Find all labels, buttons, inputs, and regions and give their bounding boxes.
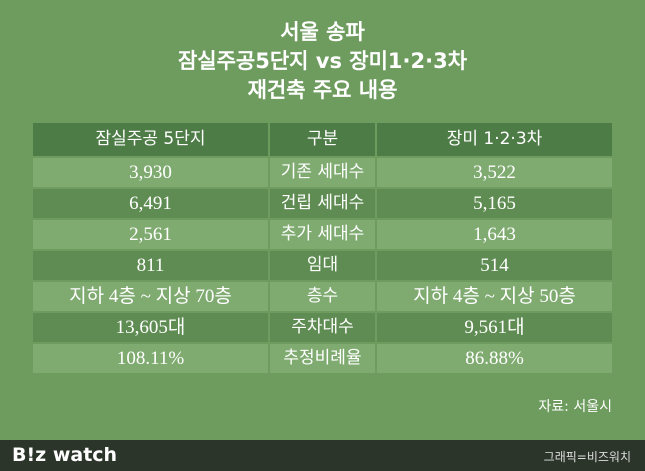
row-label: 기존 세대수: [270, 158, 375, 187]
table-cell: 1,643: [377, 220, 612, 249]
title: 서울 송파 잠실주공5단지 vs 장미1·2·3차 재건축 주요 내용: [0, 18, 645, 105]
table-cell: 86.88%: [377, 344, 612, 373]
row-label: 주차대수: [270, 313, 375, 342]
table-cell: 5,165: [377, 189, 612, 218]
table-cell: 13,605대: [33, 313, 268, 342]
row-label: 추가 세대수: [270, 220, 375, 249]
table-cell: 108.11%: [33, 344, 268, 373]
title-line: 잠실주공5단지 vs 장미1·2·3차: [177, 49, 468, 73]
row-label: 추정비례율: [270, 344, 375, 373]
table-cell: 9,561대: [377, 313, 612, 342]
footer-bar: B!z watch 그래픽=비즈워치: [0, 440, 645, 471]
source: 자료: 서울시: [538, 399, 612, 415]
table-cell: 811: [33, 251, 268, 280]
table-cell: 지하 4층 ~ 지상 50층: [377, 282, 612, 311]
table-cell: 3,930: [33, 158, 268, 187]
title-line: 재건축 주요 내용: [247, 78, 398, 102]
credit: 그래픽=비즈워치: [543, 450, 631, 464]
row-label: 건립 세대수: [270, 189, 375, 218]
table-cell: 6,491: [33, 189, 268, 218]
table-cell: 지하 4층 ~ 지상 70층: [33, 282, 268, 311]
logo: B!z watch: [12, 444, 118, 466]
row-label: 임대: [270, 251, 375, 280]
header-cell: 장미 1·2·3차: [377, 123, 612, 156]
table: 잠실주공 5단지 구분 장미 1·2·3차 3,930 기존 세대수 3,522 6,491…: [33, 123, 612, 373]
header-cell: 구분: [270, 123, 375, 156]
table-cell: 514: [377, 251, 612, 280]
row-label: 층수: [270, 282, 375, 311]
title-line: 서울 송파: [280, 20, 365, 44]
table-cell: 3,522: [377, 158, 612, 187]
header-cell: 잠실주공 5단지: [33, 123, 268, 156]
table-cell: 2,561: [33, 220, 268, 249]
